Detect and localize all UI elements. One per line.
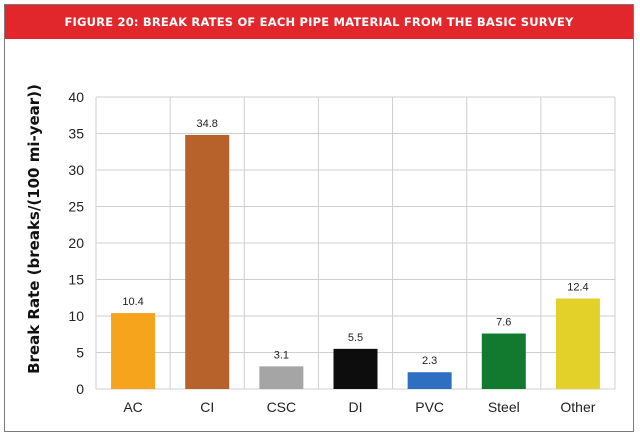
y-tick-label: 10 <box>68 308 84 324</box>
data-label-other: 12.4 <box>567 281 588 293</box>
y-tick-label: 20 <box>68 235 84 251</box>
y-tick-label: 40 <box>68 89 84 105</box>
bar-csc <box>259 366 304 389</box>
y-tick-label: 35 <box>68 126 84 142</box>
x-tick-label-ci: CI <box>200 399 214 415</box>
y-tick-label: 30 <box>68 162 84 178</box>
gridlines <box>95 96 616 390</box>
y-tick-label: 0 <box>76 381 84 397</box>
y-tick-labels: 0 5 10 15 20 25 30 35 40 <box>68 89 84 397</box>
bar-di <box>333 348 378 389</box>
data-label-ci: 34.8 <box>197 118 218 130</box>
y-axis-label: Break Rate (breaks/(100 mi-year)) <box>25 84 43 374</box>
chart-title: FIGURE 20: BREAK RATES OF EACH PIPE MATE… <box>5 5 633 39</box>
data-labels: 10.4 34.8 3.1 5.5 2.3 7.6 12.4 <box>122 118 588 367</box>
y-tick-label: 5 <box>76 345 84 361</box>
x-tick-label-csc: CSC <box>267 399 297 415</box>
chart-frame: FIGURE 20: BREAK RATES OF EACH PIPE MATE… <box>4 4 634 432</box>
bar-steel <box>481 333 526 389</box>
plot-area: 10.4 34.8 3.1 5.5 2.3 7.6 12.4 0 5 10 15 20 25 30 35 4… <box>5 39 633 431</box>
data-label-pvc: 2.3 <box>422 355 437 367</box>
bar-ci <box>185 134 230 389</box>
data-label-steel: 7.6 <box>496 317 511 329</box>
bar-ac <box>111 313 156 389</box>
y-tick-label: 15 <box>68 272 84 288</box>
data-label-di: 5.5 <box>348 332 363 344</box>
x-tick-label-other: Other <box>560 399 595 415</box>
bar-pvc <box>407 372 452 389</box>
x-tick-label-ac: AC <box>123 399 142 415</box>
x-tick-label-di: DI <box>349 399 363 415</box>
x-tick-labels: AC CI CSC DI PVC Steel Other <box>123 399 595 415</box>
data-label-ac: 10.4 <box>122 296 143 308</box>
x-tick-label-steel: Steel <box>488 399 520 415</box>
bar-chart: 10.4 34.8 3.1 5.5 2.3 7.6 12.4 0 5 10 15 20 25 30 35 4… <box>25 84 616 415</box>
data-label-csc: 3.1 <box>274 349 289 361</box>
x-tick-label-pvc: PVC <box>415 399 444 415</box>
bars <box>111 134 600 389</box>
bar-other <box>555 298 600 389</box>
y-tick-label: 25 <box>68 199 84 215</box>
